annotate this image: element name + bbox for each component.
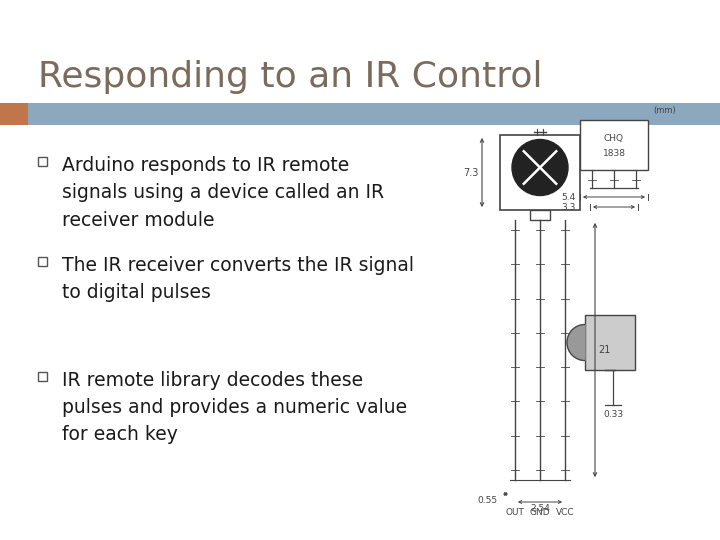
Text: VCC: VCC (556, 508, 575, 517)
Bar (0, 103, 28, 125)
Text: OUT: OUT (505, 508, 524, 517)
Bar (580, 120, 648, 170)
Text: Responding to an IR Control: Responding to an IR Control (38, 60, 542, 94)
Text: Arduino responds to IR remote
signals using a device called an IR
receiver modul: Arduino responds to IR remote signals us… (62, 156, 384, 230)
Text: 0.55: 0.55 (478, 496, 498, 505)
Text: (mm): (mm) (653, 106, 676, 115)
Text: The IR receiver converts the IR signal
to digital pulses: The IR receiver converts the IR signal t… (62, 256, 414, 302)
Bar (38, 257, 47, 266)
Circle shape (512, 139, 568, 195)
Text: IR remote library decodes these
pulses and provides a numeric value
for each key: IR remote library decodes these pulses a… (62, 371, 407, 444)
Text: GND: GND (530, 508, 550, 517)
Bar (500, 135, 580, 210)
Bar (38, 157, 47, 166)
Text: 2.54: 2.54 (530, 504, 550, 513)
Text: 5.4: 5.4 (562, 192, 576, 201)
Text: 1838: 1838 (603, 148, 626, 158)
Text: 0.33: 0.33 (603, 410, 623, 419)
Bar (530, 210, 550, 220)
Text: 3.3: 3.3 (562, 202, 576, 212)
Text: CHQ: CHQ (604, 134, 624, 144)
Text: 21: 21 (598, 345, 611, 355)
Wedge shape (567, 325, 585, 361)
Bar (28, 103, 720, 125)
Text: 7.3: 7.3 (464, 167, 479, 178)
Bar (585, 315, 635, 370)
Bar (38, 372, 47, 381)
